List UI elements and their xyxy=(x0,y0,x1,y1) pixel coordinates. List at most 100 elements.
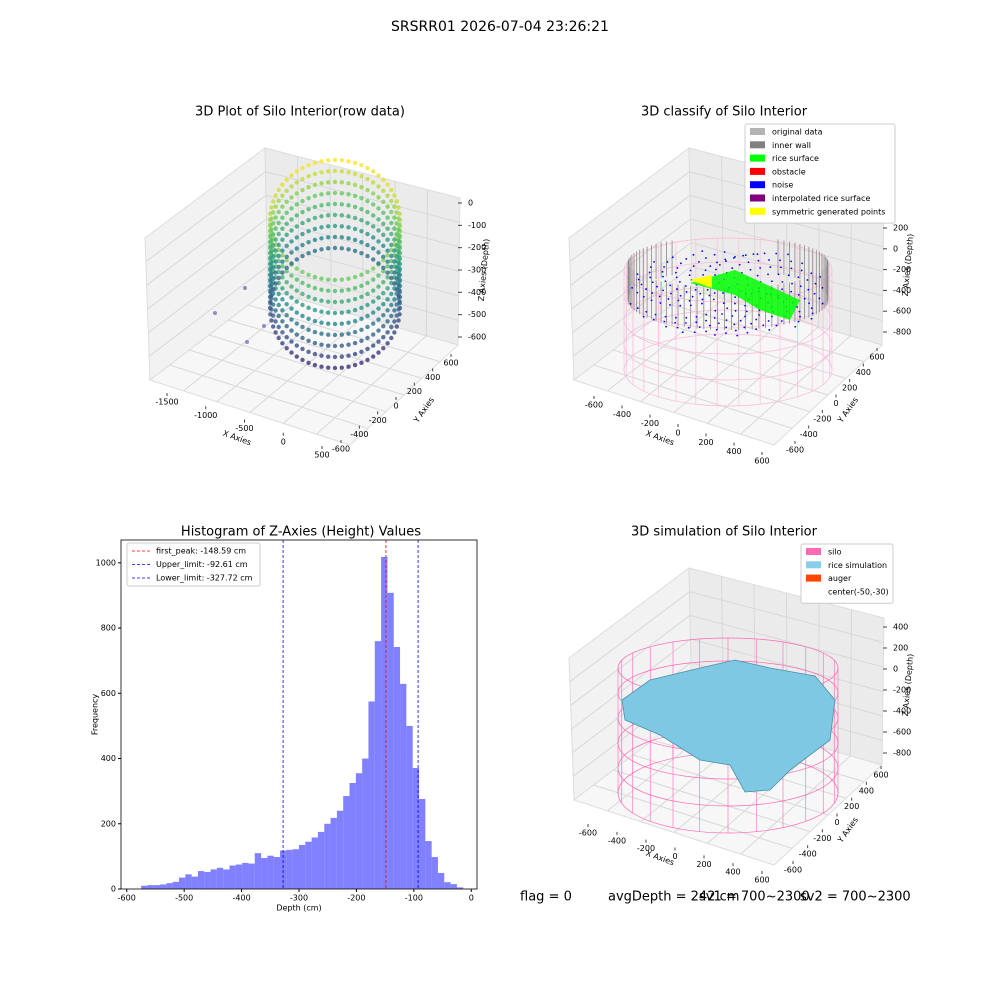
decoration xyxy=(371,169,376,174)
legend-swatch xyxy=(806,561,821,569)
decoration xyxy=(787,274,790,277)
decoration xyxy=(734,329,737,332)
decoration xyxy=(352,318,358,324)
decoration xyxy=(365,346,370,352)
legend-label: first_peak: -148.59 cm xyxy=(156,547,246,556)
z-axis-label: Z Axies (Depth) xyxy=(901,653,915,716)
decoration xyxy=(306,294,311,300)
decoration xyxy=(300,346,305,352)
decoration xyxy=(392,270,397,275)
decoration xyxy=(339,365,344,370)
decoration xyxy=(359,360,364,366)
decoration xyxy=(685,258,688,260)
z-tick-label: -400 xyxy=(468,288,486,297)
z-tick-label: -600 xyxy=(468,333,486,342)
decoration xyxy=(371,191,376,196)
z-tick-label: -300 xyxy=(468,266,486,275)
decoration xyxy=(814,282,817,285)
bar xyxy=(229,865,236,889)
decoration xyxy=(339,321,344,326)
decoration xyxy=(394,313,400,318)
decoration xyxy=(397,266,402,271)
decoration xyxy=(648,271,651,274)
decoration xyxy=(346,276,351,281)
decoration xyxy=(280,341,285,346)
decoration xyxy=(763,252,766,255)
decoration xyxy=(268,299,273,304)
decoration xyxy=(326,277,331,282)
decoration xyxy=(649,266,652,269)
decoration xyxy=(339,299,344,304)
decoration xyxy=(359,283,364,289)
decoration xyxy=(381,334,386,340)
decoration xyxy=(312,248,318,254)
decoration xyxy=(284,221,289,227)
y-tick-label: 0 xyxy=(111,885,116,894)
decoration xyxy=(679,304,682,307)
decoration xyxy=(709,265,712,268)
decoration xyxy=(750,322,753,325)
bar xyxy=(273,857,281,889)
decoration xyxy=(389,302,394,308)
decoration xyxy=(642,295,645,298)
decoration xyxy=(280,330,285,335)
decoration xyxy=(306,360,311,366)
decoration xyxy=(708,324,711,327)
decoration xyxy=(269,238,274,243)
decoration xyxy=(702,273,705,276)
decoration xyxy=(352,296,358,302)
pane-grid xyxy=(316,335,427,435)
y-tick-label: 1000 xyxy=(96,558,116,567)
decoration xyxy=(319,214,324,219)
decoration xyxy=(276,209,281,215)
decoration xyxy=(312,362,318,368)
decoration xyxy=(273,281,278,286)
decoration xyxy=(396,216,401,221)
decoration xyxy=(326,310,331,315)
decoration xyxy=(385,253,390,258)
y-tick-label: -600 xyxy=(332,445,350,454)
decoration xyxy=(744,304,746,307)
decoration xyxy=(811,312,814,315)
decoration xyxy=(397,255,402,260)
footer-text: sv1 = 700~2300 xyxy=(699,890,810,905)
decoration xyxy=(376,295,381,300)
decoration xyxy=(346,287,351,292)
decoration xyxy=(243,286,247,290)
bar xyxy=(261,858,268,889)
decoration xyxy=(312,296,318,302)
bar xyxy=(343,796,350,889)
z-tick-label: 200 xyxy=(893,644,908,653)
x-tick-label: -300 xyxy=(290,894,308,903)
decoration xyxy=(663,265,665,268)
decoration xyxy=(385,215,390,220)
decoration xyxy=(389,313,394,319)
decoration xyxy=(376,184,381,189)
decoration xyxy=(289,173,294,178)
x-tick-label: 400 xyxy=(725,868,740,877)
decoration xyxy=(294,213,299,218)
decoration xyxy=(326,365,331,370)
decoration xyxy=(294,310,299,315)
decoration xyxy=(273,259,278,264)
decoration xyxy=(385,275,390,280)
decoration xyxy=(396,271,401,276)
decoration xyxy=(284,301,289,307)
decoration xyxy=(306,305,311,311)
bar xyxy=(248,863,255,889)
decoration xyxy=(371,332,376,337)
decoration xyxy=(339,180,344,185)
decoration xyxy=(698,326,701,329)
decoration xyxy=(681,331,684,334)
bar xyxy=(242,862,249,889)
legend-swatch xyxy=(750,154,765,162)
decoration xyxy=(389,275,394,281)
decoration xyxy=(245,340,249,344)
decoration xyxy=(664,280,667,283)
decoration xyxy=(371,288,376,293)
decoration xyxy=(642,315,645,318)
decoration xyxy=(636,273,639,276)
bar xyxy=(280,850,287,889)
decoration xyxy=(352,193,358,199)
decoration xyxy=(300,253,305,259)
